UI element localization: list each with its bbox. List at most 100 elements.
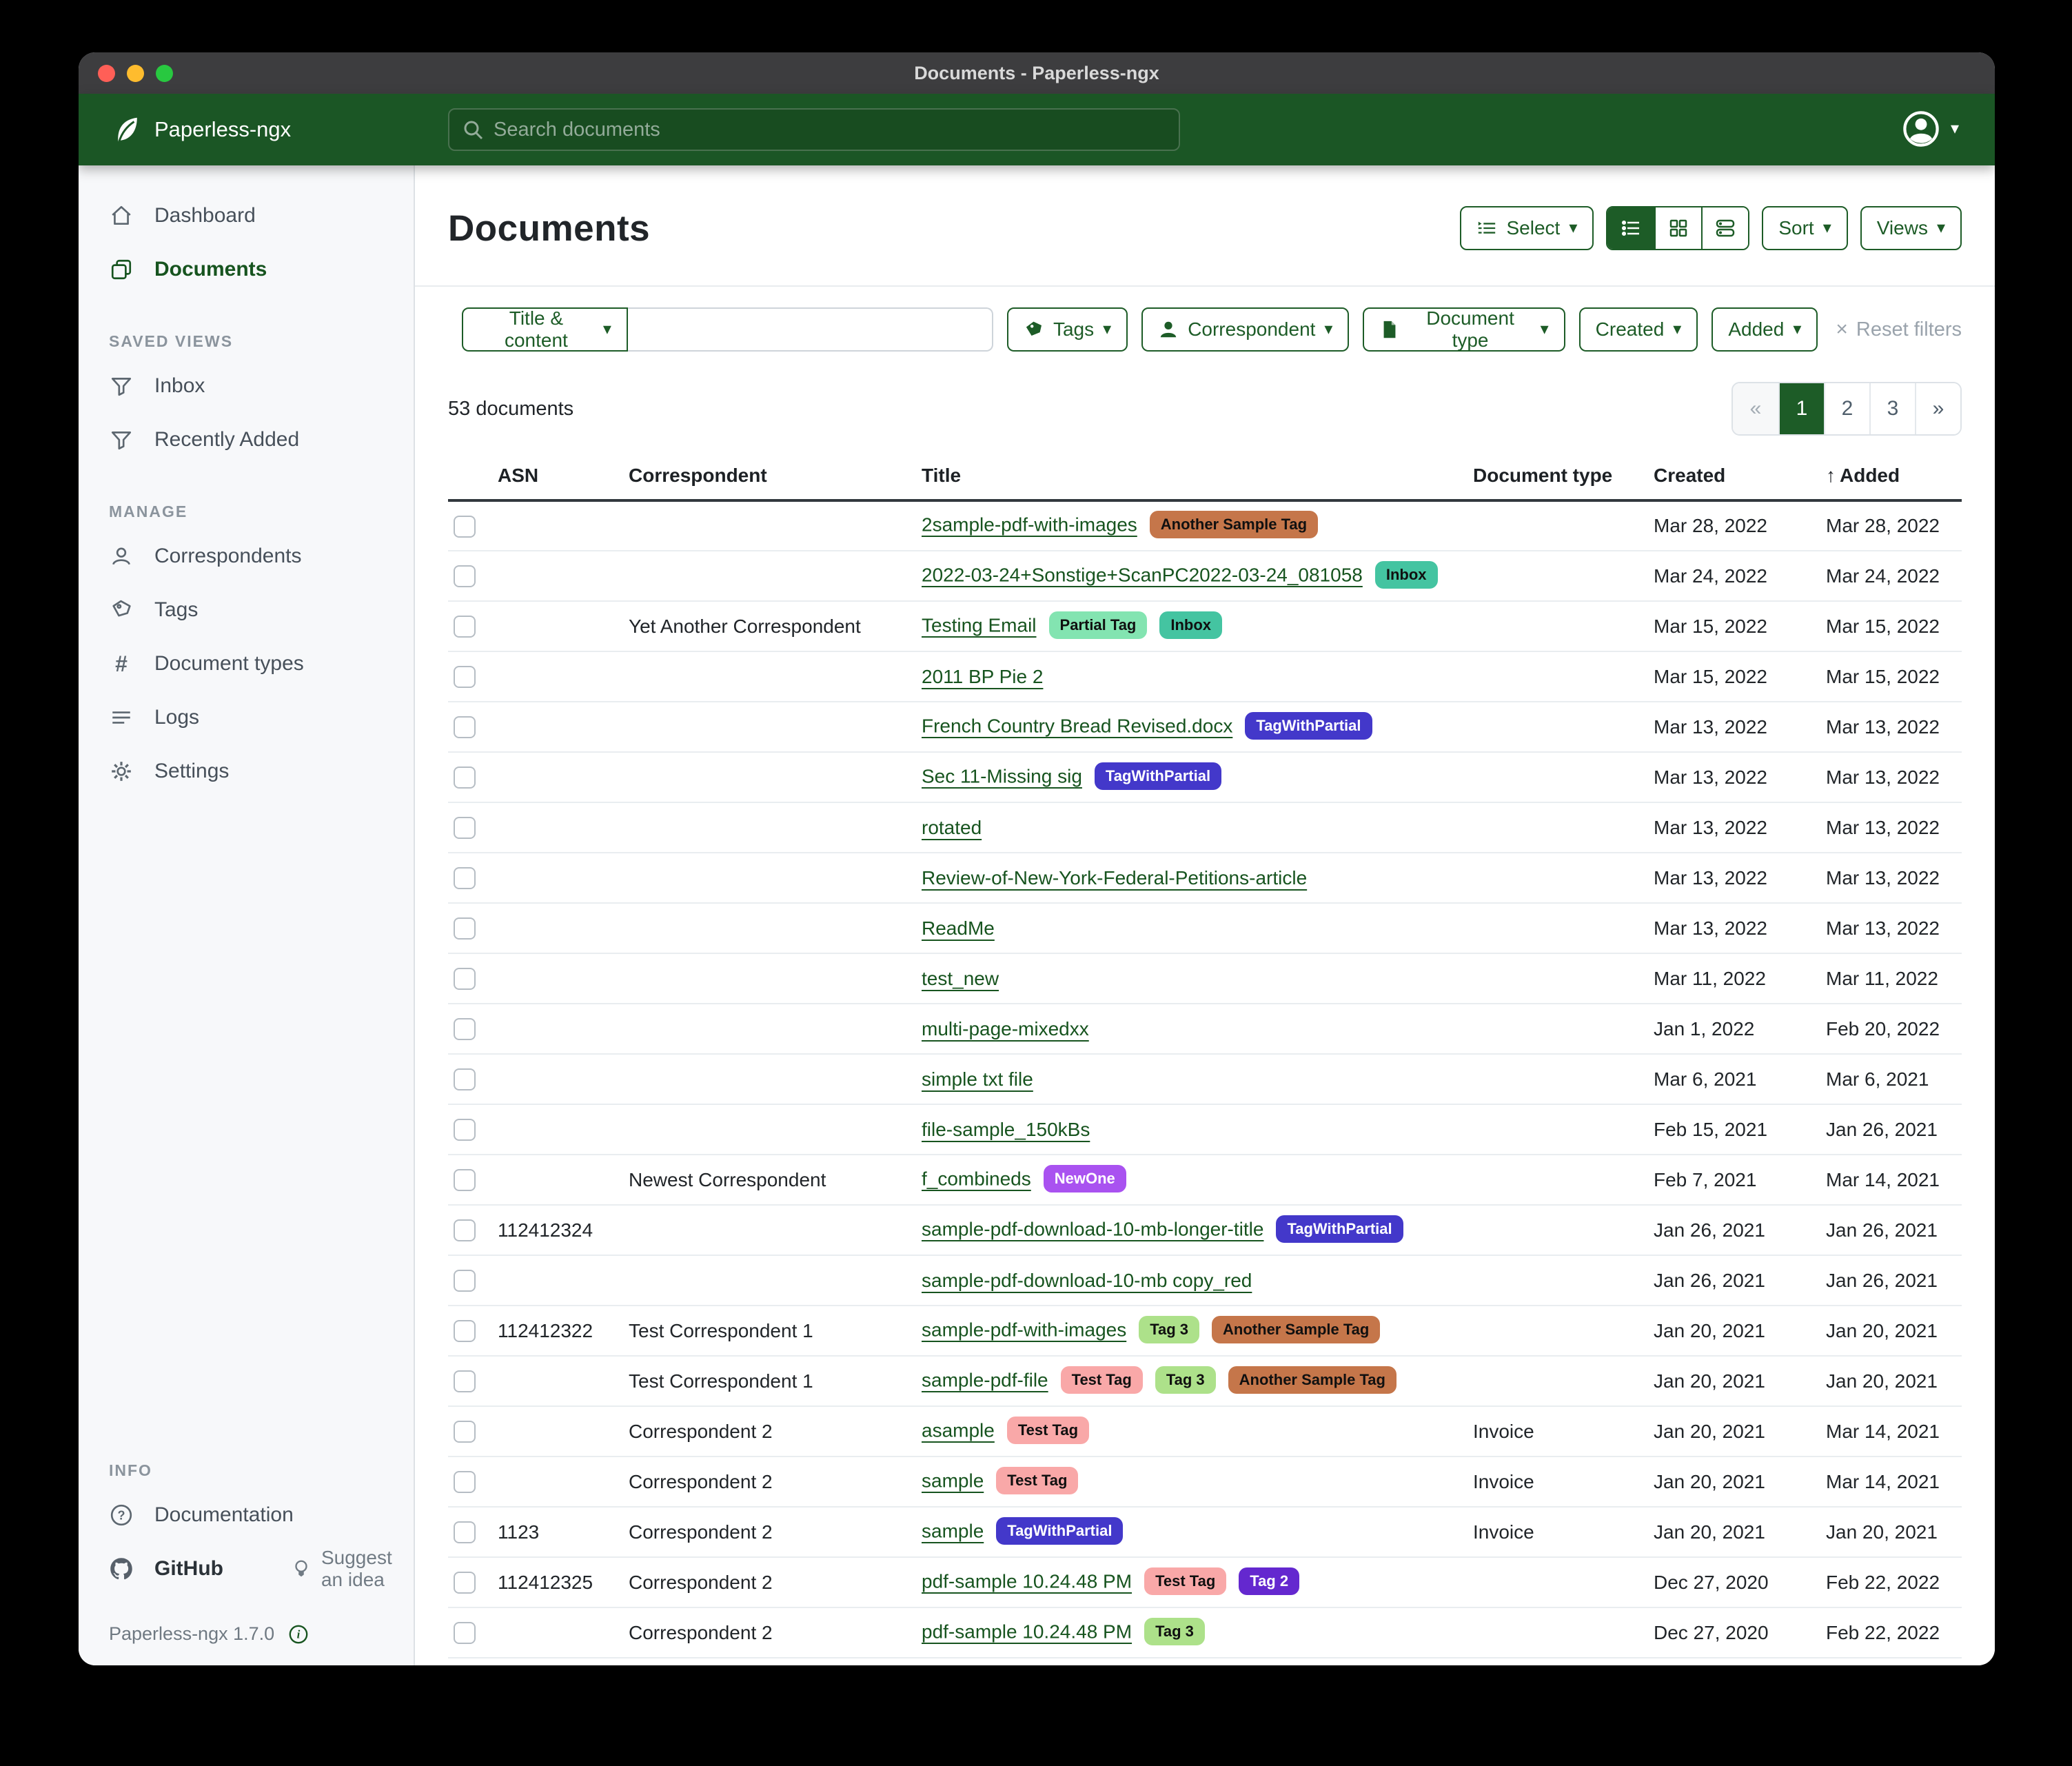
- row-checkbox[interactable]: [454, 716, 476, 739]
- sidebar-item-tags[interactable]: Tags: [79, 583, 414, 637]
- tag-badge[interactable]: TagWithPartial: [1094, 762, 1222, 790]
- column-header-created[interactable]: Created: [1648, 455, 1820, 502]
- pagination-page-2[interactable]: 2: [1824, 383, 1869, 434]
- tag-badge[interactable]: Tag 2: [1239, 1567, 1300, 1595]
- sidebar-item-inbox[interactable]: Inbox: [79, 359, 414, 413]
- document-link[interactable]: multi-page-mixedxx: [922, 1017, 1089, 1039]
- column-header-asn[interactable]: ASN: [492, 455, 623, 502]
- tag-badge[interactable]: Test Tag: [996, 1466, 1079, 1494]
- row-checkbox[interactable]: [454, 1421, 476, 1443]
- row-checkbox[interactable]: [454, 1320, 476, 1343]
- filter-correspondent-button[interactable]: Correspondent ▾: [1141, 307, 1350, 352]
- row-checkbox[interactable]: [454, 515, 476, 538]
- filter-field-button[interactable]: Title & content ▾: [462, 307, 628, 352]
- row-checkbox[interactable]: [454, 968, 476, 991]
- pagination-prev[interactable]: «: [1733, 383, 1778, 434]
- row-checkbox[interactable]: [454, 817, 476, 840]
- document-link[interactable]: rotated: [922, 816, 982, 838]
- row-checkbox[interactable]: [454, 1018, 476, 1041]
- pagination-next[interactable]: »: [1915, 383, 1960, 434]
- tag-badge[interactable]: Another Sample Tag: [1149, 511, 1319, 538]
- document-link[interactable]: simple txt file: [922, 1068, 1033, 1090]
- sidebar-item-document-types[interactable]: # Document types: [79, 637, 414, 691]
- tag-badge[interactable]: Partial Tag: [1048, 611, 1148, 639]
- pagination-page-3[interactable]: 3: [1869, 383, 1915, 434]
- tag-badge[interactable]: Another Sample Tag: [1228, 1366, 1396, 1394]
- document-link[interactable]: Review-of-New-York-Federal-Petitions-art…: [922, 866, 1308, 889]
- document-link[interactable]: sample-pdf-download-10-mb-longer-title: [922, 1217, 1264, 1239]
- sidebar-item-documents[interactable]: Documents: [79, 243, 414, 296]
- tag-badge[interactable]: Tag 3: [1144, 1617, 1205, 1645]
- sort-button[interactable]: Sort ▾: [1762, 206, 1848, 250]
- column-header-title[interactable]: Title: [916, 455, 1467, 502]
- tag-badge[interactable]: Another Sample Tag: [1212, 1315, 1381, 1343]
- filter-tags-button[interactable]: Tags ▾: [1006, 307, 1128, 352]
- document-link[interactable]: test_new: [922, 967, 999, 989]
- row-checkbox[interactable]: [454, 565, 476, 588]
- sidebar-item-correspondents[interactable]: Correspondents: [79, 529, 414, 583]
- filter-added-button[interactable]: Added ▾: [1712, 307, 1818, 352]
- document-link[interactable]: sample: [922, 1469, 984, 1491]
- sidebar-item-logs[interactable]: Logs: [79, 691, 414, 744]
- row-checkbox[interactable]: [454, 1219, 476, 1242]
- column-header-correspondent[interactable]: Correspondent: [623, 455, 916, 502]
- row-checkbox[interactable]: [454, 867, 476, 890]
- info-circle-icon[interactable]: i: [288, 1624, 309, 1645]
- document-link[interactable]: file-sample_150kBs: [922, 1118, 1090, 1140]
- list-view-button[interactable]: [1607, 207, 1655, 249]
- row-checkbox[interactable]: [454, 1572, 476, 1594]
- views-button[interactable]: Views ▾: [1860, 206, 1962, 250]
- row-checkbox[interactable]: [454, 1622, 476, 1645]
- sidebar-item-settings[interactable]: Settings: [79, 744, 414, 798]
- zoom-window-button[interactable]: [156, 65, 173, 82]
- document-link[interactable]: sample: [922, 1519, 984, 1541]
- filter-document-type-button[interactable]: Document type ▾: [1363, 307, 1565, 352]
- document-link[interactable]: Testing Email: [922, 613, 1037, 636]
- row-checkbox[interactable]: [454, 1521, 476, 1544]
- close-window-button[interactable]: [98, 65, 115, 82]
- tag-badge[interactable]: Inbox: [1159, 611, 1223, 639]
- tag-badge[interactable]: Test Tag: [1060, 1366, 1143, 1394]
- row-checkbox[interactable]: [454, 616, 476, 638]
- tag-badge[interactable]: Tag 3: [1155, 1366, 1216, 1394]
- document-link[interactable]: pdf-sample 10.24.48 PM: [922, 1620, 1133, 1642]
- document-link[interactable]: Sec 11-Missing sig: [922, 764, 1082, 786]
- sidebar-item-recently-added[interactable]: Recently Added: [79, 413, 414, 467]
- document-link[interactable]: pdf-sample 10.24.48 PM: [922, 1570, 1133, 1592]
- tag-badge[interactable]: NewOne: [1043, 1164, 1126, 1192]
- row-checkbox[interactable]: [454, 917, 476, 940]
- sidebar-item-dashboard[interactable]: Dashboard: [79, 189, 414, 243]
- document-link[interactable]: 2022-03-24+Sonstige+ScanPC2022-03-24_081…: [922, 563, 1363, 585]
- row-checkbox[interactable]: [454, 1370, 476, 1393]
- row-checkbox[interactable]: [454, 666, 476, 689]
- document-link[interactable]: ReadMe: [922, 917, 995, 939]
- row-checkbox[interactable]: [454, 1068, 476, 1091]
- row-checkbox[interactable]: [454, 1119, 476, 1141]
- document-link[interactable]: sample-pdf-file: [922, 1368, 1048, 1390]
- row-checkbox[interactable]: [454, 1270, 476, 1292]
- tag-badge[interactable]: TagWithPartial: [996, 1516, 1124, 1545]
- tag-badge[interactable]: Test Tag: [1144, 1567, 1227, 1595]
- user-menu[interactable]: ▾: [1902, 110, 1959, 148]
- suggest-idea-link[interactable]: Suggest an idea: [291, 1547, 414, 1591]
- sidebar-item-documentation[interactable]: ? Documentation: [79, 1488, 414, 1542]
- column-header-document-type[interactable]: Document type: [1467, 455, 1648, 502]
- brand[interactable]: Paperless-ngx: [110, 114, 291, 145]
- filter-text-input[interactable]: [627, 307, 993, 352]
- filter-created-button[interactable]: Created ▾: [1578, 307, 1698, 352]
- tag-badge[interactable]: Inbox: [1374, 560, 1438, 589]
- column-header-added[interactable]: ↑ Added: [1820, 455, 1962, 502]
- reset-filters-button[interactable]: × Reset filters: [1836, 318, 1962, 341]
- row-checkbox[interactable]: [454, 1169, 476, 1192]
- detail-view-button[interactable]: [1701, 207, 1749, 249]
- document-link[interactable]: 2011 BP Pie 2: [922, 665, 1044, 687]
- search-input[interactable]: [494, 118, 1166, 141]
- document-link[interactable]: asample: [922, 1419, 995, 1441]
- document-link[interactable]: sample-pdf-download-10-mb copy_red: [922, 1269, 1252, 1291]
- row-checkbox[interactable]: [454, 767, 476, 789]
- select-button[interactable]: Select ▾: [1460, 206, 1594, 250]
- pagination-page-1[interactable]: 1: [1778, 383, 1824, 434]
- minimize-window-button[interactable]: [127, 65, 144, 82]
- row-checkbox[interactable]: [454, 1471, 476, 1494]
- tag-badge[interactable]: Tag 3: [1139, 1315, 1200, 1343]
